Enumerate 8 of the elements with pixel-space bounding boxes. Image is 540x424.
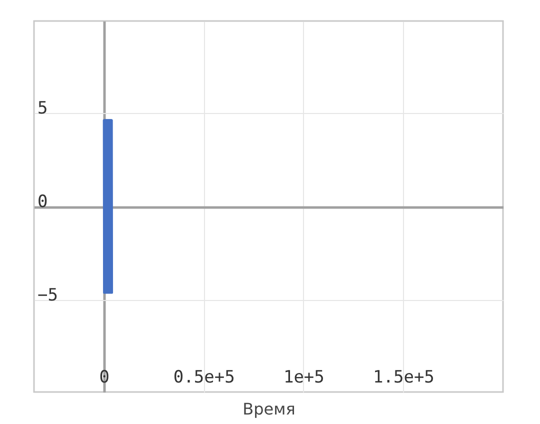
x-tick-label: 0.5e+5 xyxy=(173,368,235,388)
x-tick-label: 1e+5 xyxy=(283,368,324,388)
y-tick-label: 0 xyxy=(38,192,48,212)
x-tick-label: 1.5e+5 xyxy=(373,368,434,388)
y-tick-label: 5 xyxy=(38,98,48,118)
x-tick-label: 0 xyxy=(99,368,110,388)
y-tick-label: −5 xyxy=(38,286,58,306)
x-axis-title: Время xyxy=(242,400,296,418)
